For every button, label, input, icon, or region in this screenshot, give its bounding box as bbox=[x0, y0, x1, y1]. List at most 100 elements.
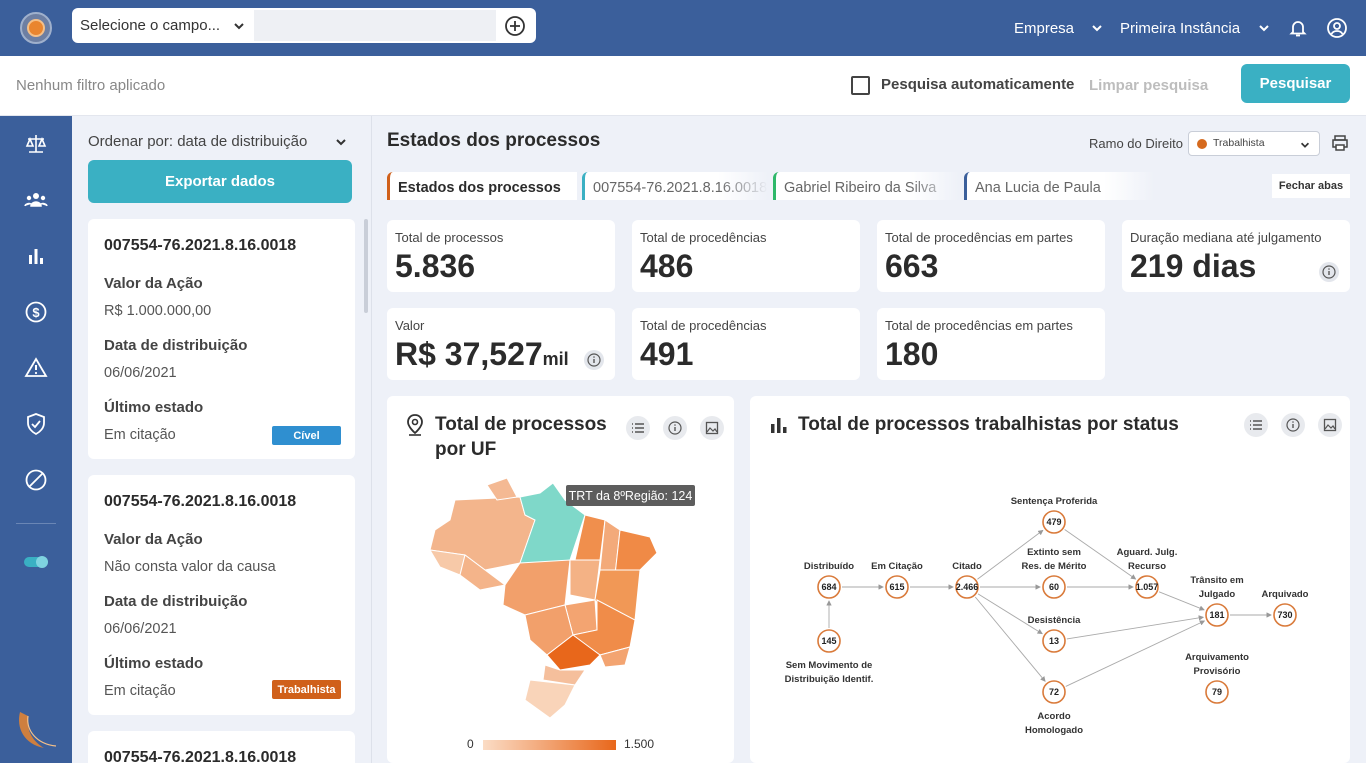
no-filter-text: Nenhum filtro aplicado bbox=[16, 77, 166, 94]
print-icon[interactable] bbox=[1331, 134, 1349, 152]
add-circle-icon[interactable] bbox=[504, 15, 526, 37]
sort-dropdown[interactable]: Ordenar por: data de distribuição bbox=[88, 133, 308, 150]
flow-node-acordo[interactable]: 72 Acordo Homologado bbox=[1025, 680, 1083, 736]
flow-node-circle[interactable] bbox=[1205, 603, 1229, 627]
process-id: 007554-76.2021.8.16.0018 bbox=[104, 493, 297, 510]
flow-node-extinto[interactable]: 60 Extinto sem Res. de Mérito bbox=[1022, 547, 1087, 599]
flow-node-circle[interactable] bbox=[817, 575, 841, 599]
kpi-total-procedencias: Total de procedências 486 bbox=[632, 220, 860, 292]
company-dropdown[interactable]: Empresa bbox=[1014, 0, 1104, 56]
flow-node-aguard[interactable]: 1.057 Aguard. Julg. Recurso bbox=[1117, 547, 1178, 599]
kpi-value: 663 bbox=[885, 248, 939, 284]
branch-badge: Cível bbox=[272, 426, 341, 445]
auto-search-label[interactable]: Pesquisa automaticamente bbox=[881, 76, 1075, 93]
info-icon[interactable] bbox=[584, 350, 604, 370]
toggle-switch[interactable] bbox=[24, 556, 48, 568]
image-export-icon[interactable] bbox=[1318, 413, 1342, 437]
search-input[interactable] bbox=[254, 10, 496, 41]
top-bar: Selecione o campo... Empresa Primeira In… bbox=[0, 0, 1366, 56]
info-icon[interactable] bbox=[663, 416, 687, 440]
region-pr bbox=[542, 664, 586, 686]
list-view-icon[interactable] bbox=[1244, 413, 1268, 437]
flow-node-value: 181 bbox=[1209, 610, 1224, 620]
flow-node-citado[interactable]: 2.466 Citado bbox=[952, 561, 982, 599]
export-data-button[interactable]: Exportar dados bbox=[88, 160, 352, 203]
kpi-value-total: Valor R$ 37,527mil bbox=[387, 308, 615, 380]
branch-filter-value: Trabalhista bbox=[1213, 137, 1265, 149]
clear-search-button[interactable]: Limpar pesquisa bbox=[1089, 77, 1209, 94]
flow-node-value: 684 bbox=[821, 582, 836, 592]
bar-chart-icon[interactable] bbox=[24, 244, 48, 268]
instance-label: Primeira Instância bbox=[1120, 19, 1241, 37]
info-icon[interactable] bbox=[1319, 262, 1339, 282]
branch-filter-select[interactable]: Trabalhista bbox=[1188, 131, 1320, 156]
process-card[interactable]: 007554-76.2021.8.16.0018 Valor da Ação R… bbox=[88, 219, 355, 459]
flow-node-value: 615 bbox=[889, 582, 904, 592]
chevron-down-icon[interactable] bbox=[334, 135, 348, 149]
notifications-button[interactable] bbox=[1288, 0, 1308, 56]
close-tabs-button[interactable]: Fechar abas bbox=[1272, 174, 1350, 198]
kpi-procedencias-partes: Total de procedências em partes 663 bbox=[877, 220, 1105, 292]
flow-node-circle[interactable] bbox=[1042, 629, 1066, 653]
flow-node-circle[interactable] bbox=[955, 575, 979, 599]
kpi-value: R$ 37,527mil bbox=[395, 336, 569, 373]
user-menu-button[interactable] bbox=[1326, 0, 1348, 56]
flow-node-circle[interactable] bbox=[1273, 603, 1297, 627]
scrollbar[interactable] bbox=[364, 219, 368, 313]
flow-node-sentenca[interactable]: 479 Sentença Proferida bbox=[1011, 496, 1098, 534]
tab-person-ana[interactable]: Ana Lucia de Paula bbox=[964, 172, 1154, 200]
flow-node-arquivado[interactable]: 730 Arquivado bbox=[1262, 589, 1309, 627]
brazil-map[interactable] bbox=[425, 475, 665, 720]
flow-node-label: Julgado bbox=[1199, 589, 1236, 600]
instance-dropdown[interactable]: Primeira Instância bbox=[1120, 0, 1271, 56]
flow-node-label: Distribuído bbox=[804, 561, 854, 572]
flow-node-circle[interactable] bbox=[1042, 575, 1066, 599]
date-label: Data de distribuição bbox=[104, 593, 248, 610]
dollar-icon[interactable]: $ bbox=[24, 300, 48, 324]
process-card[interactable]: 007554-76.2021.8.16.0018 Valor da Ação N… bbox=[88, 475, 355, 715]
flow-node-circle[interactable] bbox=[1042, 680, 1066, 704]
kpi-value-number: R$ 37,527 bbox=[395, 336, 543, 372]
warning-icon[interactable] bbox=[24, 356, 48, 380]
auto-search-checkbox[interactable] bbox=[851, 76, 870, 95]
flow-node-distribuido[interactable]: 684 Distribuído bbox=[804, 561, 854, 599]
shield-check-icon[interactable] bbox=[24, 412, 48, 436]
company-label: Empresa bbox=[1014, 19, 1075, 37]
flow-node-value: 2.466 bbox=[956, 582, 979, 592]
scale-icon[interactable] bbox=[24, 132, 48, 156]
field-select[interactable]: Selecione o campo... bbox=[80, 8, 252, 43]
flow-node-semmov[interactable]: 145 Sem Movimento de Distribuição Identif. bbox=[785, 629, 874, 685]
search-button[interactable]: Pesquisar bbox=[1241, 64, 1350, 103]
kpi-value: 5.836 bbox=[395, 248, 476, 284]
blocked-icon[interactable] bbox=[24, 468, 48, 492]
legend-min: 0 bbox=[467, 737, 474, 751]
legend-max: 1.500 bbox=[624, 737, 655, 751]
kpi-procedencias-partes-2: Total de procedências em partes 180 bbox=[877, 308, 1105, 380]
value-text: Não consta valor da causa bbox=[104, 559, 276, 575]
process-card[interactable]: 007554-76.2021.8.16.0018 bbox=[88, 731, 355, 763]
image-export-icon[interactable] bbox=[700, 416, 724, 440]
flow-node-circle[interactable] bbox=[1205, 680, 1229, 704]
flow-node-transito[interactable]: 181 Trânsito em Julgado bbox=[1190, 575, 1244, 627]
flow-node-desistencia[interactable]: 13 Desistência bbox=[1028, 615, 1082, 653]
users-icon[interactable] bbox=[24, 188, 48, 212]
flow-node-citacao[interactable]: 615 Em Citação bbox=[871, 561, 923, 599]
bar-chart-icon bbox=[771, 418, 787, 433]
flow-node-label: Homologado bbox=[1025, 725, 1083, 736]
info-icon[interactable] bbox=[1281, 413, 1305, 437]
tab-states[interactable]: Estados dos processos bbox=[387, 172, 577, 200]
kpi-label: Total de procedências bbox=[640, 318, 767, 333]
app-logo[interactable] bbox=[20, 12, 52, 44]
flow-node-circle[interactable] bbox=[1135, 575, 1159, 599]
tab-person-gabriel[interactable]: Gabriel Ribeiro da Silva bbox=[773, 172, 959, 200]
map-title: Total de processos bbox=[435, 414, 607, 435]
flow-node-provisorio[interactable]: 79 Arquivamento Provisório bbox=[1185, 652, 1249, 704]
flow-node-circle[interactable] bbox=[1042, 510, 1066, 534]
region-rj-es bbox=[599, 646, 631, 668]
flow-node-circle[interactable] bbox=[817, 629, 841, 653]
flow-node-circle[interactable] bbox=[885, 575, 909, 599]
list-view-icon[interactable] bbox=[626, 416, 650, 440]
tab-process[interactable]: 007554-76.2021.8.16.0018 bbox=[582, 172, 768, 200]
map-title-line2: por UF bbox=[435, 439, 497, 460]
search-box: Selecione o campo... bbox=[72, 8, 536, 43]
